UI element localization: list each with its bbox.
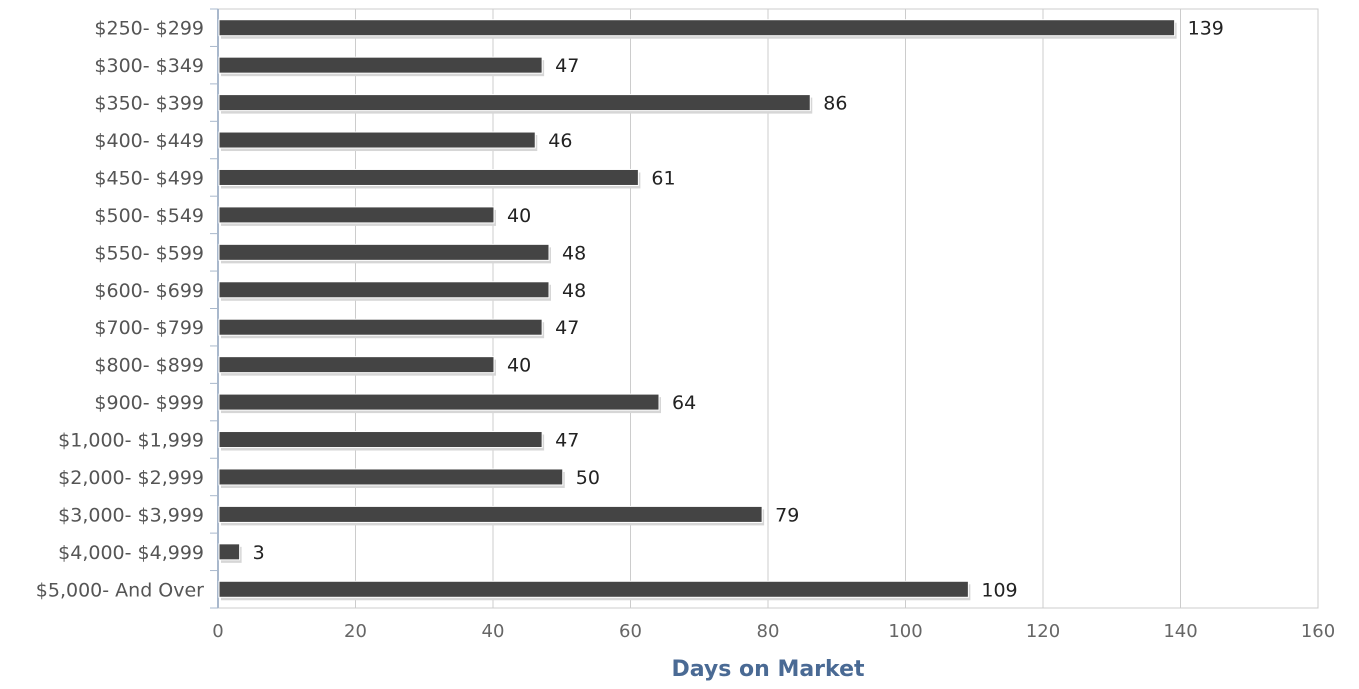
x-tick-label: 100 [888, 621, 922, 642]
data-label: 139 [1188, 18, 1224, 40]
bar [218, 19, 1176, 37]
bar [218, 356, 495, 374]
bar [218, 318, 543, 336]
category-label: $3,000- $3,999 [58, 504, 204, 526]
x-tick-label: 40 [482, 621, 505, 642]
category-label: $450- $499 [94, 167, 204, 189]
x-tick-label: 120 [1026, 621, 1060, 642]
category-label: $900- $999 [94, 392, 204, 414]
y-axis-line [210, 8, 219, 609]
bar [218, 431, 543, 449]
bars-group [218, 19, 1177, 601]
data-label: 40 [507, 355, 531, 377]
data-label: 64 [672, 392, 696, 414]
category-label: $500- $549 [94, 205, 204, 227]
category-label: $600- $699 [94, 280, 204, 302]
x-tick-labels: 0 20 40 60 80 100 120 140 160 [212, 621, 1335, 642]
data-label: 40 [507, 205, 531, 227]
data-label: 79 [775, 504, 799, 526]
x-tick-label: 60 [619, 621, 642, 642]
category-label: $300- $349 [94, 55, 204, 77]
bar [218, 206, 495, 224]
category-labels: $250- $299 $300- $349 $350- $399 $400- $449… [36, 18, 204, 602]
x-axis-title: Days on Market [671, 657, 865, 682]
bar [218, 131, 536, 149]
data-label: 48 [562, 280, 586, 302]
category-label: $250- $299 [94, 18, 204, 40]
x-tick-label: 140 [1163, 621, 1197, 642]
bar [218, 393, 660, 411]
bar [218, 281, 550, 299]
bar [218, 505, 763, 523]
category-label: $700- $799 [94, 317, 204, 339]
category-label: $4,000- $4,999 [58, 542, 204, 564]
category-label: $2,000- $2,999 [58, 467, 204, 489]
data-label: 109 [981, 579, 1017, 601]
data-label: 61 [651, 167, 675, 189]
bar [218, 56, 543, 74]
data-label: 47 [555, 317, 579, 339]
bar [218, 94, 811, 112]
category-label: $800- $899 [94, 355, 204, 377]
x-tick-label: 20 [344, 621, 367, 642]
data-label: 86 [823, 93, 847, 115]
category-label: $400- $449 [94, 130, 204, 152]
category-label: $350- $399 [94, 93, 204, 115]
data-label: 48 [562, 242, 586, 264]
bar [218, 243, 550, 261]
x-tick-label: 80 [757, 621, 780, 642]
bar [218, 543, 241, 561]
data-label: 50 [576, 467, 600, 489]
data-label: 46 [548, 130, 572, 152]
data-label: 3 [253, 542, 265, 564]
bar [218, 468, 564, 486]
category-label: $5,000- And Over [36, 579, 204, 601]
x-tick-label: 160 [1301, 621, 1335, 642]
bar [218, 580, 969, 598]
data-labels: 139 47 86 46 61 40 48 48 47 40 64 47 50 79 3 109 [253, 18, 1224, 602]
data-label: 47 [555, 430, 579, 452]
x-tick-label: 0 [212, 621, 223, 642]
category-label: $550- $599 [94, 242, 204, 264]
data-label: 47 [555, 55, 579, 77]
bar [218, 168, 639, 186]
category-label: $1,000- $1,999 [58, 430, 204, 452]
